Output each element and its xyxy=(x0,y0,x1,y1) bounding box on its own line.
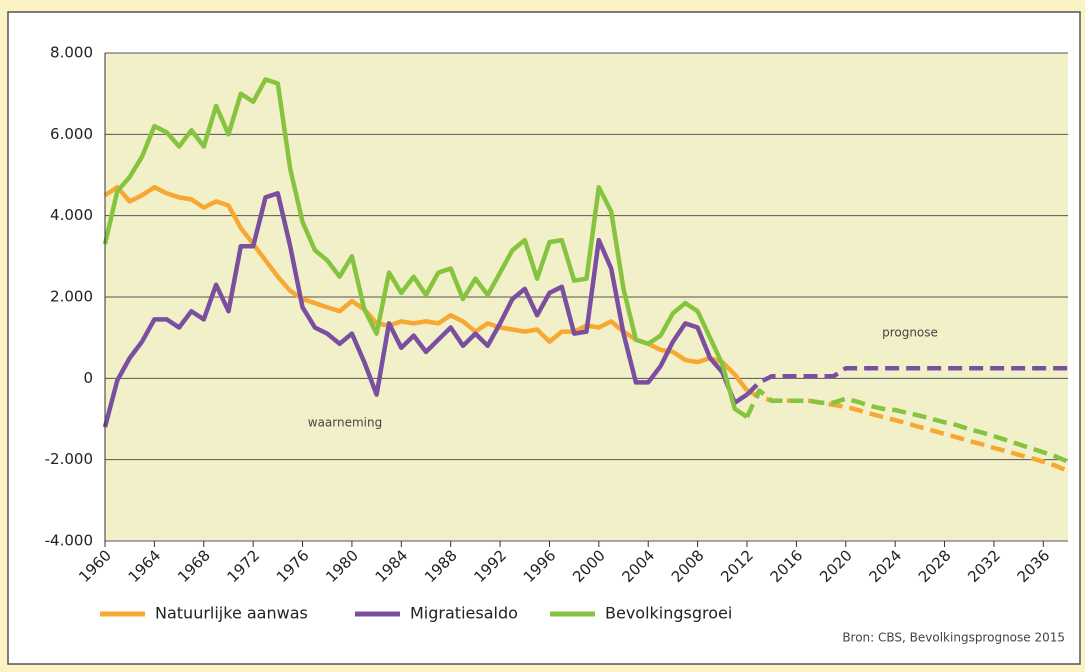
y-tick-label: 2.000 xyxy=(50,288,93,306)
annotation: waarneming xyxy=(308,416,382,430)
forecast-line xyxy=(744,388,1069,464)
forecast-line xyxy=(745,365,1068,397)
y-tick-label: 8.000 xyxy=(50,44,93,62)
y-tick-label: 0 xyxy=(83,369,93,387)
grid xyxy=(105,52,1068,542)
y-tick-label: -2.000 xyxy=(45,450,93,468)
legend-label: Migratiesaldo xyxy=(410,604,518,623)
source: Bron: CBS, Bevolkingsprognose 2015 xyxy=(842,631,1065,645)
legend: Natuurlijke aanwas Migratiesaldo Bevolking… xyxy=(100,604,732,623)
y-tick-label: -4.000 xyxy=(45,532,93,550)
series-line xyxy=(102,77,749,419)
series-line xyxy=(102,191,749,428)
y-tick-label: 4.000 xyxy=(50,206,93,224)
legend-label: Natuurlijke aanwas xyxy=(155,604,308,623)
y-tick-label: 6.000 xyxy=(50,125,93,143)
legend-label: Bevolkingsgroei xyxy=(605,604,732,623)
annotation: prognose xyxy=(882,326,938,340)
lines xyxy=(102,77,1069,474)
